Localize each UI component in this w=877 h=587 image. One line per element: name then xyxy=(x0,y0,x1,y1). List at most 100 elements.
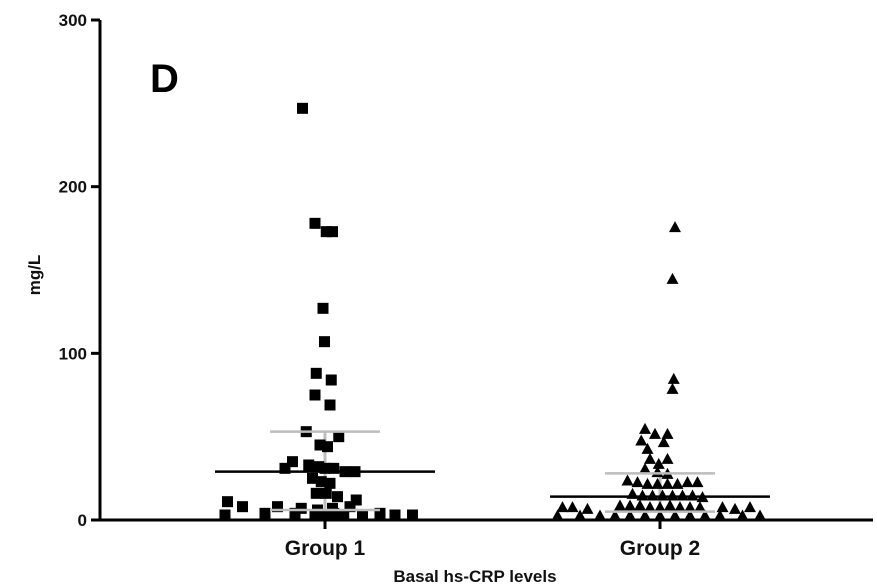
data-point-square xyxy=(314,439,326,451)
data-point-square xyxy=(237,501,248,513)
data-point-triangle xyxy=(594,509,606,521)
data-point-square xyxy=(328,507,340,519)
data-point-square xyxy=(303,459,315,471)
data-point-triangle xyxy=(581,502,594,514)
axes xyxy=(98,20,873,522)
y-ticks: 0 100 200 300 xyxy=(59,11,100,530)
data-point-square xyxy=(309,217,321,229)
data-point-square xyxy=(319,509,331,521)
data-point-triangle xyxy=(699,509,711,521)
data-point-triangle xyxy=(691,476,704,488)
data-point-square xyxy=(357,509,368,521)
data-point-triangle xyxy=(744,501,756,513)
y-tick-label: 100 xyxy=(59,344,87,363)
data-point-square xyxy=(350,494,362,506)
data-point-triangle xyxy=(657,436,670,448)
data-point-square xyxy=(407,509,418,521)
data-point-triangle xyxy=(684,509,696,521)
y-tick-label: 300 xyxy=(59,11,87,30)
data-point-square xyxy=(319,336,330,348)
data-point-triangle xyxy=(754,509,766,521)
data-point-triangle xyxy=(684,501,696,513)
data-point-square xyxy=(295,502,307,514)
data-point-square xyxy=(315,476,327,488)
data-point-square xyxy=(272,501,283,513)
data-point-triangle xyxy=(736,509,749,521)
data-point-triangle xyxy=(656,489,669,501)
data-point-triangle xyxy=(676,489,689,501)
data-point-triangle xyxy=(641,477,654,489)
data-point-triangle xyxy=(621,474,634,486)
data-point-triangle xyxy=(639,509,651,521)
data-point-square xyxy=(259,507,271,519)
data-point-square xyxy=(320,487,332,499)
data-point-triangle xyxy=(614,499,626,511)
data-point-square xyxy=(309,509,321,521)
data-point-square xyxy=(328,462,340,474)
data-point-square xyxy=(219,509,231,521)
x-category-label: Group 1 xyxy=(285,537,366,560)
data-point-square xyxy=(374,507,386,519)
data-point-square xyxy=(287,456,298,468)
data-point-triangle xyxy=(716,501,729,513)
data-point-square xyxy=(332,491,343,503)
data-point-square xyxy=(297,102,308,114)
data-point-triangle xyxy=(661,452,674,464)
data-point-triangle xyxy=(636,489,649,501)
data-point-square xyxy=(319,462,331,474)
data-point-triangle xyxy=(631,476,644,488)
data-point-square xyxy=(307,472,318,484)
y-tick-label: 0 xyxy=(78,511,87,530)
data-point-triangle xyxy=(661,477,674,489)
data-point-triangle xyxy=(624,499,636,511)
data-point-triangle xyxy=(654,509,666,521)
data-point-triangle xyxy=(651,477,664,489)
data-point-triangle xyxy=(639,462,651,474)
data-point-triangle xyxy=(566,501,579,513)
data-point-square xyxy=(313,461,325,473)
data-point-square xyxy=(333,431,345,443)
x-axis-title: Basal hs-CRP levels xyxy=(393,567,556,586)
data-point-triangle xyxy=(624,509,636,521)
data-point-triangle xyxy=(649,427,661,439)
y-axis-title: mg/L xyxy=(25,255,44,296)
data-point-triangle xyxy=(694,501,706,513)
data-point-triangle xyxy=(666,489,679,501)
data-point-triangle xyxy=(661,427,674,439)
data-point-triangle xyxy=(666,272,679,284)
data-point-triangle xyxy=(609,509,621,521)
data-point-triangle xyxy=(641,442,654,454)
data-point-triangle xyxy=(667,372,680,384)
data-point-triangle xyxy=(729,502,741,514)
data-point-triangle xyxy=(646,489,659,501)
data-point-triangle xyxy=(551,509,564,521)
data-point-square xyxy=(320,226,332,238)
data-point-square xyxy=(222,496,233,508)
data-point-square xyxy=(338,509,350,521)
data-point-square xyxy=(325,374,337,386)
data-point-square xyxy=(279,462,291,474)
data-point-triangle xyxy=(674,501,686,513)
data-point-triangle xyxy=(714,509,726,521)
panel-label: D xyxy=(150,57,179,101)
data-point-triangle xyxy=(681,476,694,488)
data-point-triangle xyxy=(634,499,646,511)
data-point-triangle xyxy=(652,457,665,469)
x-category-label: Group 2 xyxy=(620,537,701,560)
data-points xyxy=(219,102,766,521)
data-point-triangle xyxy=(635,434,648,446)
data-point-triangle xyxy=(556,501,569,513)
data-point-triangle xyxy=(669,509,681,521)
data-point-square xyxy=(322,441,333,453)
data-point-square xyxy=(324,399,336,411)
data-point-triangle xyxy=(654,501,666,513)
x-categories: Group 1 Group 2 xyxy=(285,520,701,560)
data-point-square xyxy=(310,367,322,379)
data-point-square xyxy=(389,509,401,521)
data-point-triangle xyxy=(574,509,586,521)
data-point-square xyxy=(317,302,329,314)
data-point-triangle xyxy=(644,452,656,464)
data-point-triangle xyxy=(669,221,681,233)
data-point-triangle xyxy=(644,501,656,513)
